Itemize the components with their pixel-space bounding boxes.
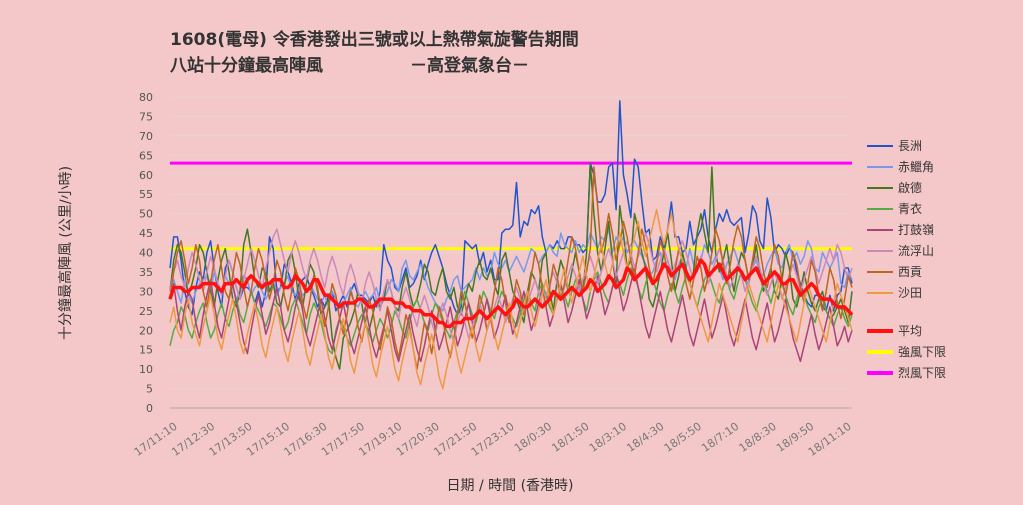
y-tick-label: 20 (139, 324, 153, 337)
y-tick-label: 40 (139, 247, 153, 260)
x-tick-label: 18/0:30 (512, 420, 554, 455)
x-tick-label: 18/8:30 (737, 420, 779, 455)
x-tick-label: 18/3:10 (587, 420, 629, 455)
y-tick-label: 5 (146, 383, 153, 396)
series-line (169, 208, 853, 390)
series-line (168, 258, 854, 329)
legend-entry: 長洲 (898, 139, 922, 153)
y-tick-label: 0 (146, 402, 153, 415)
x-tick-label: 17/23:10 (469, 420, 517, 459)
legend-entry: 沙田 (898, 286, 922, 300)
y-axis-label: 十分鐘最高陣風 (公里/小時) (57, 166, 74, 340)
x-tick-label: 18/7:10 (699, 420, 741, 455)
series-line (169, 267, 853, 363)
chart-title-line2: 八站十分鐘最高陣風 (170, 55, 323, 76)
legend-entry: 強風下限 (898, 345, 946, 359)
x-tick-label: 18/11:10 (806, 420, 854, 459)
y-tick-label: 30 (139, 285, 153, 298)
y-tick-label: 65 (139, 149, 153, 162)
legend-entry: 西貢 (898, 265, 922, 279)
y-tick-label: 55 (139, 188, 153, 201)
chart-title-source: －高登氣象台－ (410, 55, 529, 76)
legend-entry: 啟德 (898, 180, 922, 195)
legend-entry: 流浮山 (898, 244, 934, 258)
chart-title-line1: 1608(電母) 令香港發出三號或以上熱帶氣旋警告期間 (170, 29, 579, 50)
legend-entry: 平均 (898, 324, 922, 338)
series-line (169, 100, 853, 316)
y-tick-label: 15 (139, 344, 153, 357)
x-tick-label: 18/5:50 (662, 420, 704, 455)
x-tick-label: 18/1:50 (549, 420, 591, 455)
series-lines (168, 100, 854, 390)
y-tick-label: 70 (139, 130, 153, 143)
grid (170, 96, 852, 409)
y-tick-label: 75 (139, 110, 153, 123)
threshold-lines (170, 161, 852, 251)
legend-entry: 青衣 (898, 201, 922, 216)
x-axis-ticks: 17/11:1017/12:3017/13:5017/15:1017/16:30… (132, 420, 854, 459)
y-tick-label: 25 (139, 305, 153, 318)
legend-entry: 赤鱲角 (898, 160, 934, 174)
legend-entry: 烈風下限 (898, 366, 946, 380)
legend-entry: 打鼓嶺 (898, 223, 934, 237)
y-tick-label: 35 (139, 266, 153, 279)
y-tick-label: 45 (139, 227, 153, 240)
x-axis-label: 日期 / 時間 (香港時) (447, 478, 574, 494)
y-tick-label: 10 (139, 363, 153, 376)
series-line (169, 228, 853, 343)
y-axis-ticks: 0 5 10 15 20 25 30 35 40 45 50 55 60 65 70 75 80 (139, 91, 153, 415)
y-tick-label: 50 (139, 208, 153, 221)
x-tick-label: 18/4:30 (624, 420, 666, 455)
y-tick-label: 60 (139, 169, 153, 182)
y-tick-label: 80 (139, 91, 153, 104)
